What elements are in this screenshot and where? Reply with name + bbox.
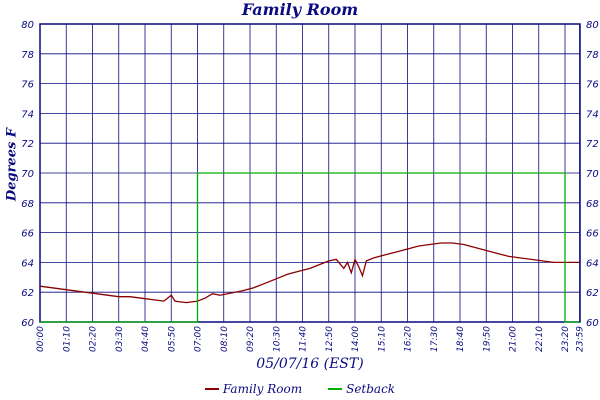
y-tick-label: 68 — [21, 199, 34, 210]
y-tick-label-right: 60 — [586, 318, 599, 329]
y-tick-label-right: 70 — [586, 169, 599, 180]
x-tick-label: 23:59 — [576, 326, 586, 352]
x-tick-label: 22:10 — [535, 326, 545, 352]
x-tick-label: 08:10 — [220, 326, 230, 352]
x-tick-label: 12:50 — [325, 326, 335, 352]
legend: Family Room Setback — [0, 382, 600, 396]
y-tick-label-right: 68 — [586, 199, 599, 210]
y-tick-label: 76 — [21, 80, 34, 91]
x-axis-label: 05/07/16 (EST) — [256, 356, 364, 372]
x-tick-label: 01:10 — [62, 326, 72, 352]
y-tick-label-right: 80 — [586, 20, 599, 31]
legend-item: Setback — [328, 382, 395, 396]
y-tick-label-right: 66 — [586, 229, 599, 240]
x-tick-label: 02:20 — [89, 326, 99, 352]
y-tick-label: 60 — [21, 318, 34, 329]
x-tick-label: 03:30 — [115, 326, 125, 352]
x-tick-label: 07:00 — [194, 326, 204, 352]
x-tick-label: 19:50 — [482, 326, 492, 352]
x-tick-label: 10:30 — [272, 326, 282, 352]
x-tick-label: 17:30 — [430, 326, 440, 352]
x-tick-label: 23:20 — [561, 326, 571, 352]
series-line-family-room — [39, 242, 580, 304]
x-tick-label: 18:40 — [456, 326, 466, 352]
x-tick-label: 14:00 — [351, 326, 361, 352]
y-tick-label: 74 — [21, 109, 34, 120]
legend-swatch — [204, 388, 219, 390]
y-tick-label-right: 74 — [586, 109, 599, 120]
y-tick-label-right: 76 — [586, 80, 599, 91]
y-tick-label-right: 78 — [586, 50, 599, 61]
x-tick-label: 21:00 — [509, 326, 519, 352]
x-tick-label: 09:20 — [246, 326, 256, 352]
y-tick-label-right: 64 — [586, 258, 599, 269]
legend-swatch — [328, 388, 343, 390]
series-line-setback — [40, 172, 580, 323]
y-tick-label: 64 — [21, 258, 34, 269]
chart-title: Family Room — [241, 0, 359, 19]
y-tick-label: 70 — [21, 169, 34, 180]
y-tick-label: 80 — [21, 20, 34, 31]
y-tick-label: 66 — [21, 229, 34, 240]
y-tick-label-right: 72 — [586, 139, 599, 150]
legend-item: Family Room — [204, 382, 303, 396]
x-tick-label: 11:40 — [299, 326, 309, 352]
y-tick-label: 62 — [21, 288, 34, 299]
x-tick-label: 04:40 — [141, 326, 151, 352]
legend-label: Setback — [346, 382, 396, 396]
y-tick-label: 78 — [21, 50, 34, 61]
legend-label: Family Room — [222, 382, 303, 396]
y-tick-label-right: 62 — [586, 288, 599, 299]
y-tick-label: 72 — [21, 139, 34, 150]
x-tick-label: 16:20 — [404, 326, 414, 352]
x-tick-label: 00:00 — [36, 326, 46, 352]
x-tick-label: 05:50 — [167, 326, 177, 352]
x-tick-label: 15:10 — [377, 326, 387, 352]
